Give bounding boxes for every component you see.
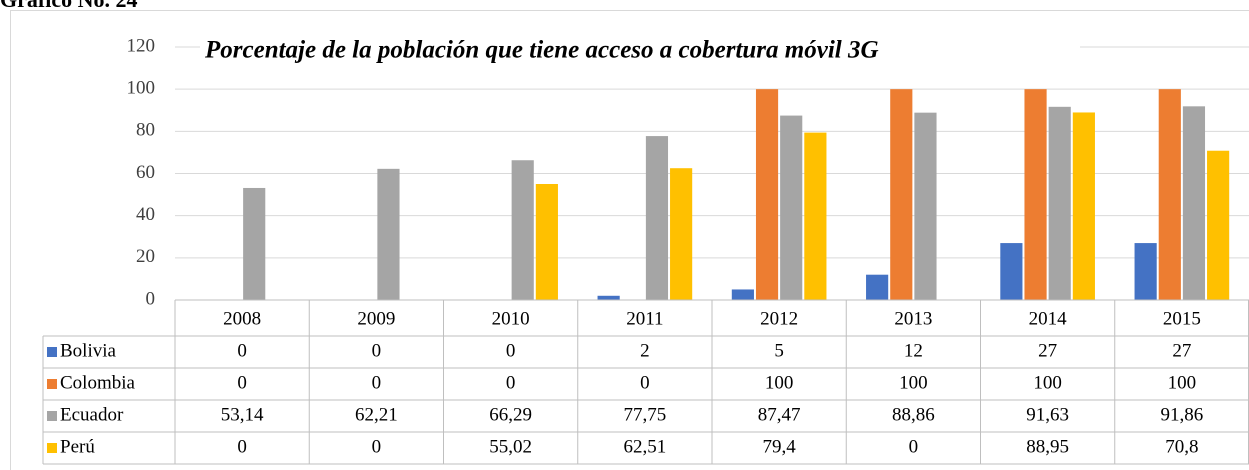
x-tick-label: 2011 [626, 308, 663, 329]
title-bg [200, 33, 1080, 67]
data-label: 88,95 [1026, 436, 1069, 457]
legend-key [47, 347, 57, 357]
bar [377, 168, 400, 300]
data-label: 0 [909, 436, 919, 457]
data-label: 5 [774, 340, 784, 361]
bar [1072, 112, 1095, 301]
bar [597, 295, 620, 300]
data-label: 87,47 [758, 404, 801, 425]
data-label: 70,8 [1165, 436, 1198, 457]
y-tick-label: 0 [146, 288, 156, 309]
bar [731, 289, 754, 300]
bar [780, 115, 803, 301]
y-tick-label: 80 [136, 120, 155, 141]
bar [890, 89, 913, 301]
x-tick-label: 2012 [760, 308, 798, 329]
x-tick-label: 2008 [223, 308, 261, 329]
data-label: 2 [640, 340, 650, 361]
x-tick-label: 2010 [492, 308, 530, 329]
bar [1048, 106, 1071, 300]
y-tick-label: 20 [136, 246, 155, 267]
data-label: 62,21 [355, 404, 398, 425]
data-label: 88,86 [892, 404, 935, 425]
data-label: 100 [1033, 372, 1062, 393]
data-label: 12 [904, 340, 923, 361]
heading: Gráfico No. 24 [0, 0, 137, 12]
data-label: 0 [506, 372, 516, 393]
data-label: 0 [237, 372, 247, 393]
y-tick-label: 120 [127, 35, 156, 56]
bar [1134, 243, 1157, 300]
data-label: 0 [237, 436, 247, 457]
legend-key [47, 379, 57, 389]
data-label: 91,63 [1026, 404, 1069, 425]
bar [511, 160, 534, 300]
data-label: 79,4 [763, 436, 797, 457]
data-label: 0 [640, 372, 650, 393]
data-label: 100 [765, 372, 794, 393]
data-label: 55,02 [489, 436, 532, 457]
data-label: 27 [1038, 340, 1057, 361]
bar [755, 89, 779, 301]
bar [243, 187, 266, 300]
legend-label: Perú [60, 436, 95, 457]
data-label: 53,14 [221, 404, 264, 425]
data-label: 91,86 [1161, 404, 1204, 425]
x-tick-label: 2015 [1163, 308, 1201, 329]
data-label: 62,51 [624, 436, 667, 457]
data-label: 27 [1172, 340, 1191, 361]
bar [1158, 89, 1181, 301]
bar [804, 132, 827, 300]
legend-label: Bolivia [60, 340, 117, 361]
x-tick-label: 2013 [894, 308, 932, 329]
data-label: 0 [372, 340, 382, 361]
bar [866, 274, 889, 300]
bar [1182, 106, 1206, 301]
data-label: 100 [899, 372, 928, 393]
data-label: 77,75 [624, 404, 667, 425]
legend-key [47, 443, 57, 453]
data-label: 66,29 [489, 404, 532, 425]
bar [1024, 89, 1047, 301]
data-label: 0 [237, 340, 247, 361]
legend-label: Colombia [60, 372, 136, 393]
bar [1000, 243, 1023, 300]
chart-title: Porcentaje de la población que tiene acc… [204, 37, 879, 64]
bar [670, 168, 693, 300]
data-label: 0 [372, 436, 382, 457]
y-tick-label: 100 [127, 78, 156, 99]
bar [645, 136, 669, 300]
bar [535, 183, 558, 300]
bar [1207, 150, 1230, 300]
legend-label: Ecuador [60, 404, 124, 425]
y-tick-label: 60 [136, 162, 155, 183]
x-tick-label: 2014 [1029, 308, 1068, 329]
data-label: 0 [506, 340, 516, 361]
data-label: 100 [1168, 372, 1197, 393]
x-tick-label: 2009 [357, 308, 395, 329]
y-tick-label: 40 [136, 204, 155, 225]
data-label: 0 [372, 372, 382, 393]
bar [914, 112, 937, 300]
legend-key [47, 411, 57, 421]
